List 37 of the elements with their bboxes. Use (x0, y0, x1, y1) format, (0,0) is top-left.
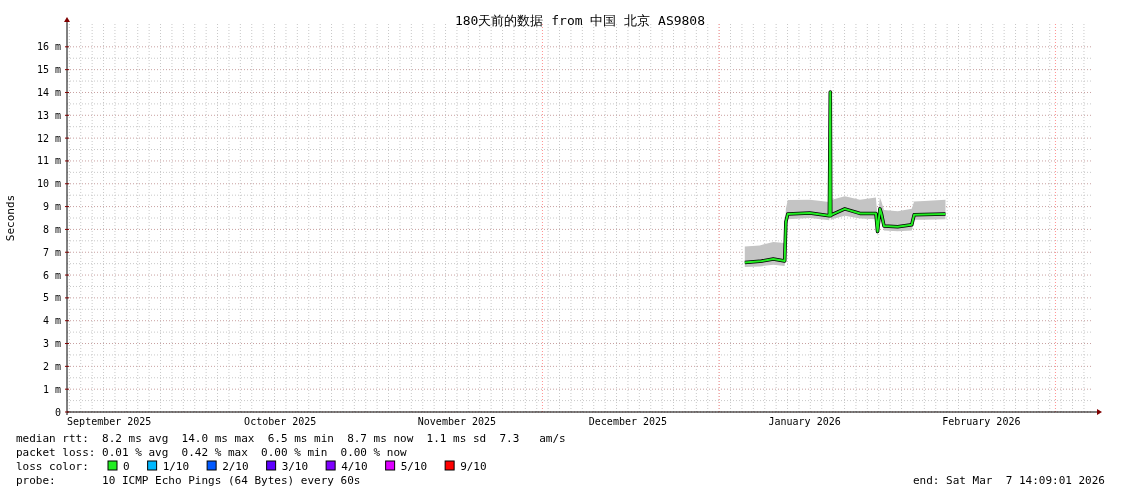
x-tick-label: September 2025 (67, 416, 152, 427)
chart-title: 180天前的数据 from 中国 北京 AS9808 (454, 13, 706, 28)
legend-title: loss color: (16, 460, 89, 473)
x-tick-label: February 2026 (942, 416, 1021, 427)
y-tick-label: 7 m (42, 246, 61, 258)
legend-label: 3/10 (281, 460, 309, 473)
y-tick-label: 2 m (42, 360, 61, 372)
y-tick-label: 6 m (42, 269, 61, 281)
y-tick-label: 3 m (42, 338, 61, 350)
y-tick-label: 0 (54, 406, 61, 418)
y-tick-label: 1 m (42, 383, 61, 395)
y-tick-label: 13 m (36, 109, 61, 121)
y-tick-label: 15 m (36, 64, 61, 76)
legend-label: 4/10 (341, 460, 368, 473)
x-tick-label: October 2025 (244, 416, 317, 427)
y-tick-label: 8 m (42, 223, 61, 235)
text: median rtt: 8.2 ms avg 14.0 ms max 6.5 ms min 8.7 ms now 1.1 ms sd 7.3 am/s (16, 432, 566, 445)
y-tick-label: 5 m (42, 292, 61, 304)
legend-label: 2/10 (222, 460, 249, 473)
x-tick-label: December 2025 (588, 416, 668, 427)
legend-label: 5/10 (400, 460, 428, 473)
y-axis-title: Seconds (4, 194, 17, 242)
legend-label: 1/10 (162, 460, 190, 473)
legend-label: 9/10 (460, 460, 487, 473)
text: packet loss: 0.01 % avg 0.42 % max 0.00 % min 0.00 % now (16, 446, 408, 459)
y-tick-label: 10 m (36, 178, 61, 190)
y-tick-label: 16 m (36, 41, 61, 53)
y-tick-label: 11 m (36, 155, 61, 167)
y-tick-label: 9 m (42, 201, 61, 213)
x-tick-label: January 2026 (768, 416, 841, 427)
y-tick-label: 14 m (36, 86, 61, 98)
x-tick-label: November 2025 (417, 416, 497, 427)
text: probe: 10 ICMP Echo Pings (64 Bytes) every 60s (16, 474, 361, 487)
legend-label: 0 (123, 460, 130, 473)
text: end: Sat Mar 7 14:09:01 2026 (912, 474, 1105, 487)
y-tick-label: 4 m (42, 315, 61, 327)
y-tick-label: 12 m (36, 132, 61, 144)
